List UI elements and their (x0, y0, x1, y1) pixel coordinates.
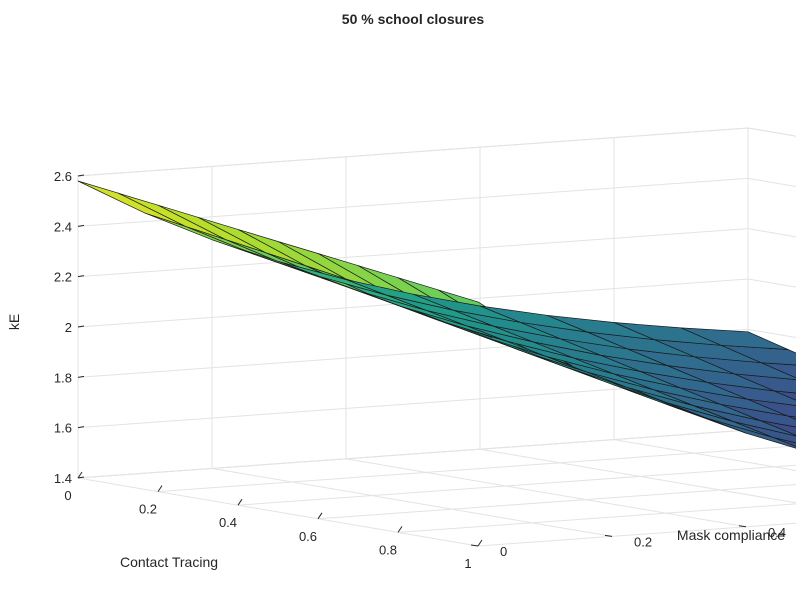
z-tick-mark (77, 275, 85, 278)
x-axis-label: Contact Tracing (120, 554, 218, 570)
z-tick-mark (77, 375, 85, 378)
x-tick-mark (157, 485, 163, 492)
x-grid-line (317, 484, 796, 520)
z-tick-mark (77, 224, 85, 227)
x-grid-line (237, 464, 796, 506)
x-tick-mark (317, 512, 323, 520)
x-grid-line (397, 503, 796, 533)
z-tick-mark (77, 426, 85, 429)
x-tick-label: 0 (64, 488, 71, 503)
z-tick-mark (77, 325, 85, 328)
x-grid-line (157, 445, 796, 493)
x-tick-label: 0.2 (139, 502, 157, 517)
y-grid-line (211, 166, 613, 537)
x-tick-mark (397, 526, 403, 533)
chart-title: 50 % school closures (342, 11, 485, 27)
y-tick-label: 0.4 (768, 525, 786, 540)
y-grid-line (345, 156, 747, 528)
x-tick-label: 0.8 (379, 542, 397, 557)
x-tick-label: 0.4 (219, 515, 237, 530)
y-axis-label: Mask compliance (677, 527, 785, 543)
x-grid-line (477, 522, 796, 547)
y-tick-mark (738, 525, 747, 528)
y-tick-mark (470, 544, 479, 547)
z-tick-label: 1.4 (54, 471, 72, 486)
z-tick-label: 1.8 (54, 370, 72, 385)
y-grid-line (613, 137, 796, 472)
x-tick-mark (237, 498, 243, 506)
surface-mesh (77, 180, 796, 449)
x-tick-mark (477, 539, 483, 547)
axis-ticks: 1.4 1.6 1.8 2 2.2 2.4 2.6 0 0.2 0.4 0.6 0.8 1 0 0.2 0.4… (54, 169, 786, 571)
y-grid-line (479, 147, 796, 504)
z-tick-label: 2.2 (54, 270, 72, 285)
z-tick-label: 2.4 (54, 219, 72, 234)
y-tick-label: 0 (500, 544, 507, 559)
y-tick-label: 0.2 (634, 534, 652, 549)
z-tick-label: 2 (65, 320, 72, 335)
x-tick-label: 1 (464, 556, 471, 571)
x-tick-label: 0.6 (299, 529, 317, 544)
surface-patch (77, 180, 186, 227)
z-tick-mark (77, 476, 85, 479)
z-tick-label: 2.6 (54, 169, 72, 184)
z-tick-label: 1.6 (54, 421, 72, 436)
x-tick-mark (77, 471, 83, 479)
z-tick-mark (77, 174, 85, 177)
z-axis-label: kE (6, 314, 22, 330)
y-tick-mark (604, 534, 613, 537)
